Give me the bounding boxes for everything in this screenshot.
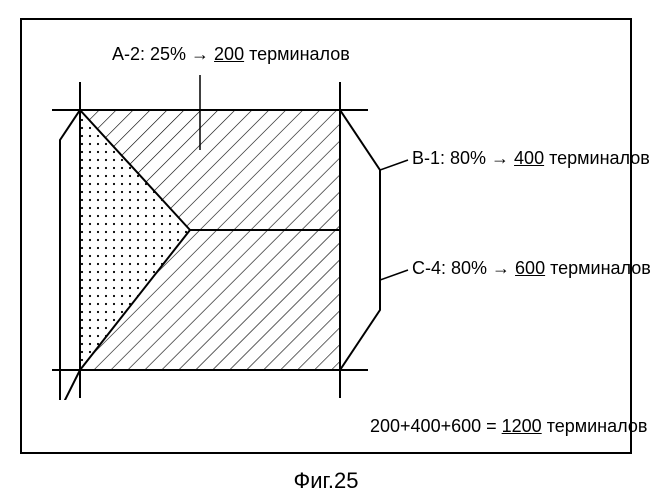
label-sum-suffix: терминалов (542, 416, 648, 436)
label-a2-value: 200 (214, 44, 244, 64)
label-sum-value: 1200 (502, 416, 542, 436)
label-c4: C-4: 80% → 600 терминалов (412, 258, 651, 279)
label-a2: A-2: 25% → 200 терминалов (112, 44, 350, 65)
label-b1-prefix: B-1: 80% → (412, 148, 514, 168)
diagram-svg (30, 60, 410, 400)
label-a2-suffix: терминалов (244, 44, 350, 64)
label-b1-value: 400 (514, 148, 544, 168)
label-c4-suffix: терминалов (545, 258, 651, 278)
label-sum-prefix: 200+400+600 = (370, 416, 502, 436)
label-b1: B-1: 80% → 400 терминалов (412, 148, 650, 169)
label-b1-suffix: терминалов (544, 148, 650, 168)
label-c4-value: 600 (515, 258, 545, 278)
label-sum: 200+400+600 = 1200 терминалов (370, 416, 647, 437)
label-a2-prefix: A-2: 25% → (112, 44, 214, 64)
label-c4-prefix: C-4: 80% → (412, 258, 515, 278)
figure-caption: Фиг.25 (294, 468, 359, 494)
